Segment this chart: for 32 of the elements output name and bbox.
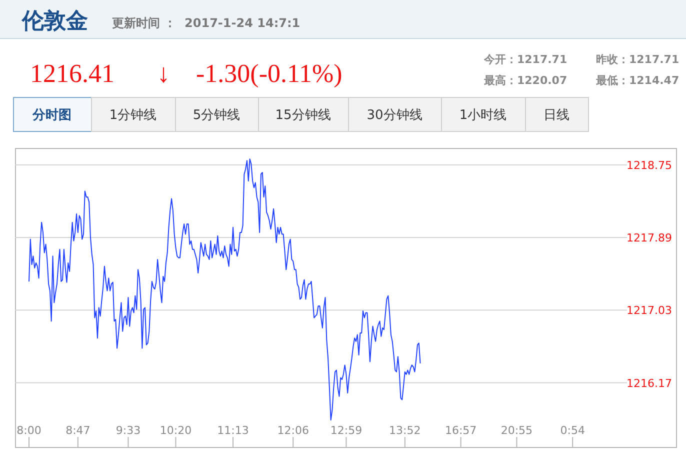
tab-button: 1小时线	[441, 97, 526, 132]
x-tick-label: 10:20	[160, 424, 192, 437]
x-tick-label: 12:59	[330, 424, 362, 437]
text: 昨收：1217.71	[596, 53, 680, 66]
x-tick-label: 16:57	[444, 424, 477, 437]
x-tick-label: 8:47	[66, 424, 90, 437]
y-tick-label: 1218.75	[626, 158, 672, 172]
y-tick-label: 1217.89	[626, 232, 672, 245]
y-tick-label: 1216.17	[626, 376, 672, 390]
x-tick-label: 12:06	[277, 424, 309, 437]
text: 今开：1217.71	[483, 53, 568, 66]
chart-subtitle: 更新时间 ： 2017-1-24 14:7:1	[112, 16, 300, 30]
x-tick-label: 11:13	[217, 424, 249, 437]
text: 1216.41	[30, 59, 114, 88]
chart-title: 伦敦金	[21, 9, 88, 34]
tab-button: 30分钟线	[348, 97, 442, 132]
tab-button: 15分钟线	[258, 97, 349, 132]
tab-button: 分时图	[13, 97, 92, 132]
x-tick-label: 20:55	[500, 424, 533, 437]
x-tick-label: 9:33	[116, 424, 141, 437]
text: 最高：1220.07	[483, 74, 568, 87]
x-tick-label: 8:00	[16, 424, 42, 437]
text: 最低：1214.47	[595, 74, 680, 87]
x-tick-label: 0:54	[560, 424, 585, 437]
tab-button: 日线	[525, 97, 589, 132]
tab-button: 5分钟线	[175, 97, 259, 132]
line-series	[28, 158, 421, 420]
x-tick-label: 13:52	[389, 424, 421, 437]
text: -1.30(-0.11%)	[196, 59, 342, 88]
tab-button: 1分钟线	[91, 97, 176, 132]
text: ↓	[157, 59, 170, 88]
y-tick-label: 1217.03	[626, 304, 672, 318]
